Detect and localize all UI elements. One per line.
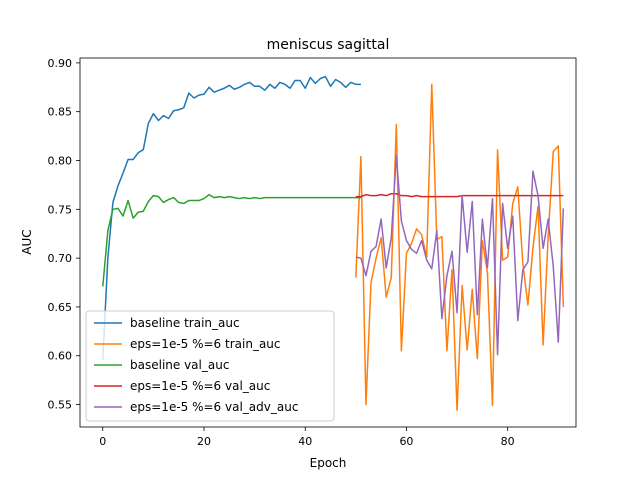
series-line-2 — [355, 83, 565, 412]
x-tick-label: 40 — [298, 435, 312, 448]
legend-box — [85, 310, 335, 422]
x-tick-label: 0 — [99, 435, 106, 448]
x-tick-label: 80 — [501, 435, 515, 448]
legend-label-3: baseline val_auc — [130, 358, 229, 372]
y-tick-label: 0.55 — [48, 399, 73, 412]
series-line-5 — [355, 154, 565, 356]
x-axis-ticks: 0 20 40 60 80 — [99, 427, 515, 448]
legend-label-5: eps=1e-5 %=6 val_adv_auc — [130, 400, 298, 414]
axes-frame — [79, 57, 577, 428]
legend-label-2: eps=1e-5 %=6 train_auc — [130, 337, 281, 351]
x-axis-label: Epoch — [310, 456, 347, 470]
y-tick-label: 0.60 — [48, 350, 73, 363]
y-tick-label: 0.80 — [48, 155, 73, 168]
y-tick-label: 0.85 — [48, 106, 73, 119]
legend: baseline train_auc eps=1e-5 %=6 train_auc… — [85, 310, 335, 422]
y-axis-label: AUC — [20, 229, 34, 254]
y-tick-label: 0.75 — [48, 203, 73, 216]
y-axis-ticks: 0.55 0.60 0.65 0.70 0.75 0.80 0.85 0.90 — [48, 57, 80, 412]
y-tick-label: 0.65 — [48, 301, 73, 314]
series-line-4 — [355, 192, 564, 198]
x-tick-label: 20 — [197, 435, 211, 448]
legend-label-1: baseline train_auc — [130, 316, 240, 330]
series-line-3 — [102, 193, 361, 287]
chart-title: meniscus sagittal — [267, 37, 390, 53]
series-line-1 — [102, 75, 361, 360]
x-tick-label: 60 — [399, 435, 413, 448]
y-tick-label: 0.70 — [48, 252, 73, 265]
series-layer — [102, 75, 565, 412]
legend-label-4: eps=1e-5 %=6 val_auc — [130, 379, 270, 393]
y-tick-label: 0.90 — [48, 57, 73, 70]
